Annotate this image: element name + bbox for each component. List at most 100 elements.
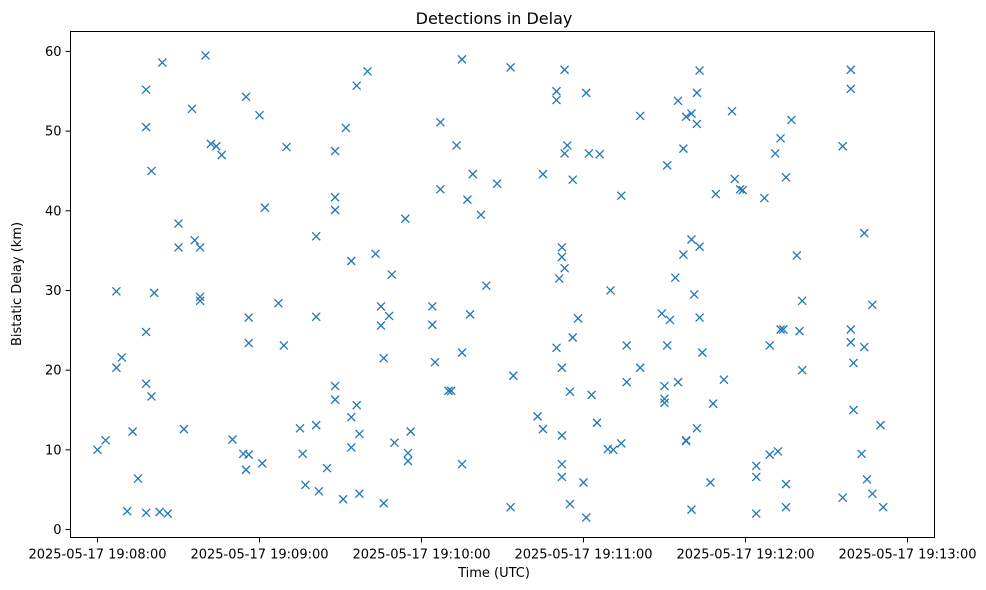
data-point	[751, 509, 761, 519]
data-point	[622, 340, 632, 350]
data-point	[730, 174, 740, 184]
data-point	[538, 424, 548, 434]
data-point	[141, 508, 151, 518]
data-point	[606, 286, 615, 295]
data-point	[195, 242, 205, 252]
data-point	[465, 309, 475, 319]
data-point	[201, 50, 210, 60]
y-tick-label: 0	[53, 523, 61, 538]
data-point	[584, 148, 594, 158]
data-point	[552, 86, 561, 96]
data-point	[311, 420, 321, 430]
plot-area: 2025-05-17 19:08:00 2025-05-17 19:09:00 20…	[28, 31, 977, 563]
data-point	[781, 502, 791, 512]
data-point	[390, 438, 399, 448]
data-point	[695, 66, 705, 76]
data-point	[727, 106, 737, 116]
data-point	[765, 340, 775, 350]
data-point	[330, 205, 340, 215]
data-point	[244, 338, 254, 348]
data-point	[862, 474, 872, 484]
data-point	[295, 423, 305, 433]
data-point	[435, 117, 445, 127]
data-point	[273, 298, 283, 308]
data-point	[552, 343, 561, 353]
data-point	[751, 472, 761, 482]
data-point	[111, 363, 121, 373]
data-point	[346, 442, 356, 452]
data-point	[141, 379, 151, 389]
data-point	[457, 459, 467, 469]
data-point	[595, 149, 605, 159]
data-point	[565, 387, 575, 397]
data-point	[128, 427, 138, 436]
data-point	[174, 242, 183, 252]
data-point	[111, 286, 121, 296]
data-point	[481, 281, 491, 291]
data-point	[330, 395, 340, 405]
data-point	[697, 348, 707, 358]
data-point	[141, 327, 151, 337]
data-point	[849, 358, 858, 368]
data-point	[770, 148, 780, 158]
data-point	[776, 325, 786, 334]
data-point	[311, 231, 321, 241]
data-point	[573, 313, 583, 323]
data-point	[660, 381, 669, 391]
data-point	[557, 431, 567, 440]
data-point	[670, 273, 680, 283]
data-point	[719, 375, 729, 385]
data-point	[444, 386, 453, 396]
data-point	[457, 348, 467, 358]
data-point	[695, 313, 705, 323]
x-tick-label: 2025-05-17 19:09:00	[190, 548, 328, 563]
data-point	[557, 242, 567, 252]
data-point	[257, 458, 267, 468]
data-point	[157, 58, 167, 68]
data-point	[846, 325, 856, 334]
data-point	[435, 184, 445, 194]
data-point	[711, 189, 721, 199]
y-axis-label: Bistatic Delay (km)	[10, 222, 25, 346]
data-point	[692, 119, 702, 129]
data-point	[241, 465, 251, 475]
data-point	[838, 141, 848, 151]
data-point	[565, 499, 575, 509]
chart-title: Detections in Delay	[416, 9, 573, 28]
data-point	[738, 185, 748, 195]
x-tick-label: 2025-05-17 19:08:00	[28, 548, 166, 563]
data-point	[795, 326, 804, 336]
data-point	[330, 192, 340, 202]
data-point	[506, 62, 516, 72]
data-point	[692, 423, 702, 433]
data-point	[533, 411, 543, 421]
data-point	[786, 115, 796, 125]
data-point	[560, 148, 570, 158]
data-point	[797, 296, 807, 306]
data-point	[846, 65, 856, 75]
data-point	[93, 445, 102, 455]
data-point	[187, 104, 197, 114]
data-point	[163, 509, 173, 519]
y-tick-label: 30	[45, 284, 62, 299]
data-point	[681, 112, 691, 122]
data-point	[552, 95, 561, 105]
data-point	[859, 228, 869, 238]
data-point	[427, 301, 437, 311]
data-point	[581, 88, 591, 98]
data-point	[338, 494, 348, 504]
data-point	[538, 169, 548, 179]
data-point	[379, 353, 389, 363]
data-point	[751, 461, 761, 471]
data-point	[155, 507, 165, 517]
y-tick-label: 20	[45, 364, 62, 379]
data-point	[622, 377, 632, 387]
data-point	[379, 498, 389, 508]
data-point	[260, 203, 270, 213]
data-point	[735, 184, 745, 194]
data-point	[446, 386, 456, 396]
data-point	[792, 250, 802, 260]
data-point	[195, 296, 205, 306]
data-point	[849, 405, 858, 415]
data-point	[859, 342, 869, 352]
